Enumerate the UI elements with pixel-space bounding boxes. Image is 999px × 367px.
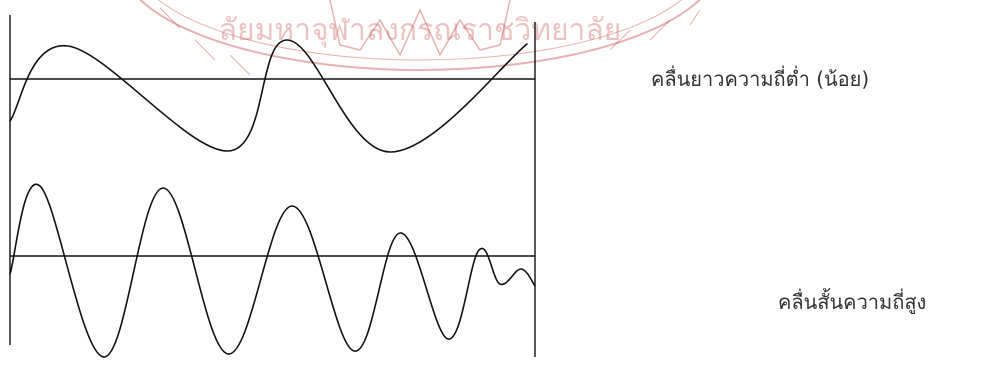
seal-watermark: ลัยมหาจุฬาลงกรณราชวิทยาลัย bbox=[139, 0, 701, 76]
short-wave-label: คลื่นสั้นความถี่สูง bbox=[778, 290, 927, 314]
short-wave-curve bbox=[9, 183, 536, 358]
seal-text: ลัยมหาจุฬาลงกรณราชวิทยาลัย bbox=[219, 13, 622, 49]
long-wave-curve bbox=[9, 39, 528, 153]
long-wave-label: คลื่นยาวความถี่ต่ำ (น้อย) bbox=[651, 67, 870, 91]
